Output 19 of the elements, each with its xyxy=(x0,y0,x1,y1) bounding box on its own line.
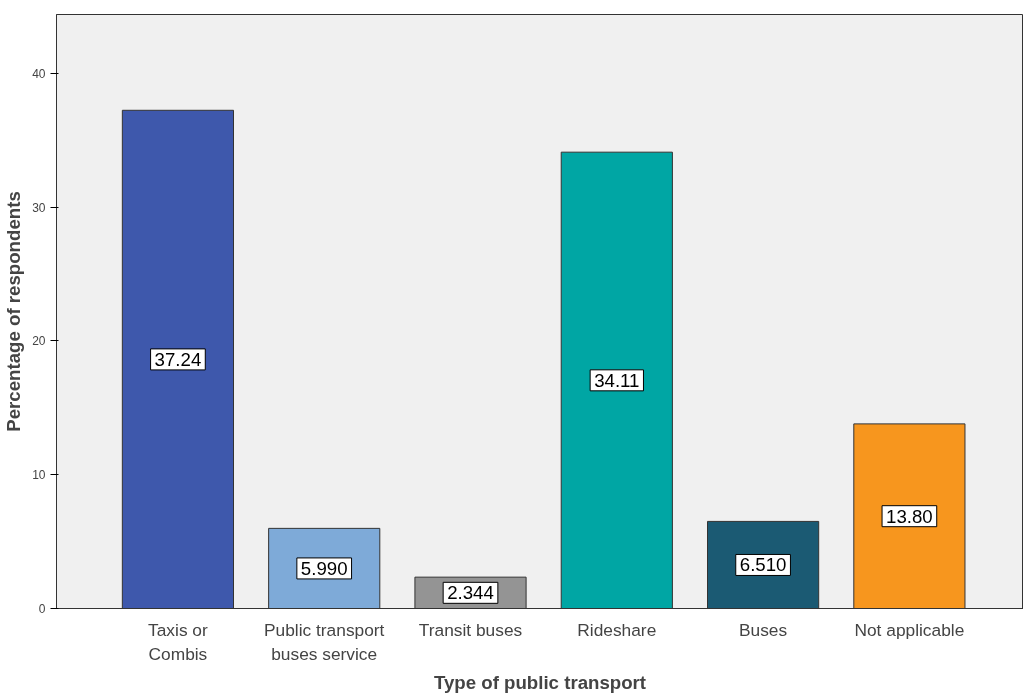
y-tick-label: 20 xyxy=(32,334,46,349)
x-tick-label: Buses xyxy=(739,619,788,640)
x-tick-label: Transit buses xyxy=(418,619,523,640)
y-tick-label: 10 xyxy=(32,468,46,483)
data-label: 34.11 xyxy=(594,369,640,391)
y-tick-label: 40 xyxy=(32,66,46,81)
data-label: 5.990 xyxy=(300,557,348,579)
y-axis-title: Percentage of respondents xyxy=(3,191,25,432)
y-tick-label: 30 xyxy=(32,200,46,215)
data-label: 2.344 xyxy=(447,582,494,604)
data-label: 13.80 xyxy=(886,505,933,527)
x-tick-label: Not applicable xyxy=(854,619,965,640)
x-tick-label: Rideshare xyxy=(577,619,657,640)
x-tick-label: Taxis or Combis xyxy=(148,619,208,664)
data-label: 37.24 xyxy=(154,348,202,370)
x-axis-title: Type of public transport xyxy=(433,671,647,693)
data-label: 6.510 xyxy=(739,554,787,576)
y-tick-label: 0 xyxy=(38,602,46,616)
x-tick-label: Public transport buses service xyxy=(264,619,385,664)
